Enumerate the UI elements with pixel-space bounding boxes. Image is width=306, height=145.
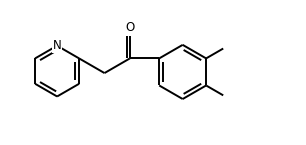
Text: N: N [53,39,62,52]
Text: O: O [125,21,135,34]
